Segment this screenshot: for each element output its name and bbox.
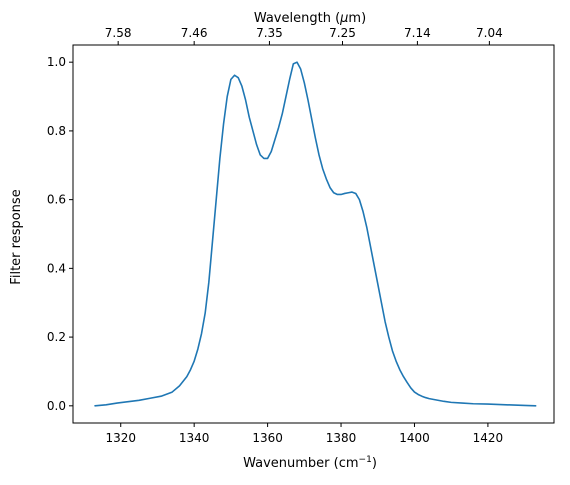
y-tick-label: 0.8 — [47, 124, 66, 138]
y-tick-label: 0.2 — [47, 330, 66, 344]
top-tick-label: 7.25 — [329, 26, 356, 40]
top-ticks-group: 7.58 7.46 7.35 7.25 7.14 7.04 — [105, 26, 503, 45]
top-axis-label-mu: μ — [339, 11, 348, 26]
y-axis-label: Filter response — [9, 189, 24, 284]
x-tick-label: 1380 — [326, 431, 357, 445]
top-tick-label: 7.04 — [476, 26, 503, 40]
x-axis-label-text: Wavenumber (cm — [243, 456, 358, 471]
x-tick-label: 1360 — [252, 431, 283, 445]
x-axis-label-superscript: −1 — [359, 455, 372, 465]
series-group — [94, 61, 537, 407]
y-tick-label: 0.0 — [47, 399, 66, 413]
x-axis-label: Wavenumber (cm−1) — [243, 455, 377, 471]
x-tick-label: 1400 — [399, 431, 430, 445]
y-tick-label: 0.6 — [47, 193, 66, 207]
top-axis-label: Wavelength (μm) — [254, 11, 366, 26]
x-ticks-group: 1320 1340 1360 1380 1400 1420 — [105, 423, 503, 445]
y-tick-label: 1.0 — [47, 55, 66, 69]
top-tick-label: 7.14 — [404, 26, 431, 40]
top-tick-label: 7.58 — [105, 26, 132, 40]
top-tick-label: 7.46 — [181, 26, 208, 40]
x-tick-label: 1320 — [105, 431, 136, 445]
top-axis-label-suffix: m) — [348, 11, 366, 26]
y-tick-label: 0.4 — [47, 261, 66, 275]
top-tick-label: 7.35 — [256, 26, 283, 40]
x-tick-label: 1340 — [179, 431, 210, 445]
x-tick-label: 1420 — [473, 431, 504, 445]
plot-frame — [72, 44, 555, 424]
y-ticks-group: 0.0 0.2 0.4 0.6 0.8 1.0 — [47, 55, 73, 413]
top-axis-label-prefix: Wavelength ( — [254, 11, 340, 26]
series-line — [94, 61, 537, 407]
x-axis-label-suffix: ) — [372, 456, 377, 471]
